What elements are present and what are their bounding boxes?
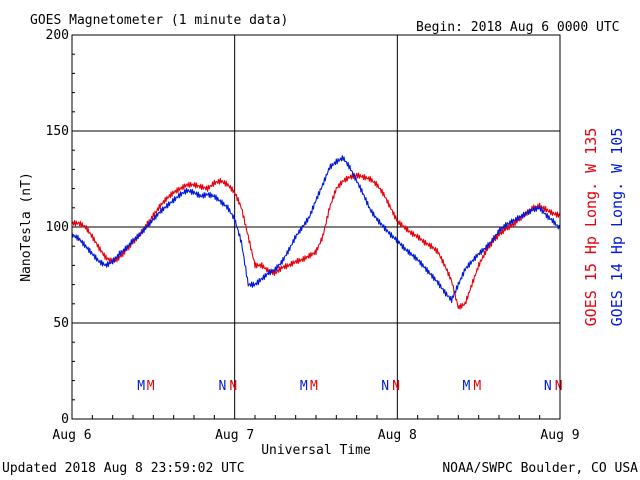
y-axis-ticks: 0 50 100 150 200 xyxy=(46,28,77,427)
x-tick-label: Aug 9 xyxy=(540,428,579,443)
y-tick-label: 0 xyxy=(61,412,69,427)
y-axis-label: NanoTesla (nT) xyxy=(19,172,34,282)
marker-m: M xyxy=(473,379,481,394)
legend-goes14: GOES 14 Hp Long. W 105 xyxy=(608,128,626,327)
marker-m: M xyxy=(463,379,471,394)
marker-n: N xyxy=(555,379,563,394)
credit-line: NOAA/SWPC Boulder, CO USA xyxy=(442,461,638,476)
marker-m: M xyxy=(147,379,155,394)
marker-n: N xyxy=(219,379,227,394)
x-tick-label: Aug 8 xyxy=(378,428,417,443)
y-tick-label: 100 xyxy=(46,220,69,235)
y-tick-label: 200 xyxy=(46,28,69,43)
legend-goes15: GOES 15 Hp Long. W 135 xyxy=(582,128,600,327)
marker-m: M xyxy=(310,379,318,394)
marker-n: N xyxy=(381,379,389,394)
updated-time: Updated 2018 Aug 8 23:59:02 UTC xyxy=(2,461,245,476)
marker-m: M xyxy=(300,379,308,394)
chart-title: GOES Magnetometer (1 minute data) xyxy=(30,13,288,28)
marker-n: N xyxy=(392,379,400,394)
series-line-goes14 xyxy=(71,155,561,304)
marker-n: N xyxy=(229,379,237,394)
begin-time: Begin: 2018 Aug 6 0000 UTC xyxy=(416,20,620,35)
x-tick-label: Aug 7 xyxy=(215,428,254,443)
marker-n: N xyxy=(544,379,552,394)
y-tick-label: 150 xyxy=(46,124,69,139)
x-axis-ticks: Aug 6 Aug 7 Aug 8 Aug 9 xyxy=(52,415,580,443)
x-axis-label: Universal Time xyxy=(261,443,371,458)
y-tick-label: 50 xyxy=(53,316,69,331)
series-lines xyxy=(71,155,561,310)
x-tick-label: Aug 6 xyxy=(52,428,91,443)
series-line-goes15 xyxy=(71,172,561,310)
marker-m: M xyxy=(137,379,145,394)
grid-lines xyxy=(72,35,560,419)
plot-frame xyxy=(71,34,561,420)
